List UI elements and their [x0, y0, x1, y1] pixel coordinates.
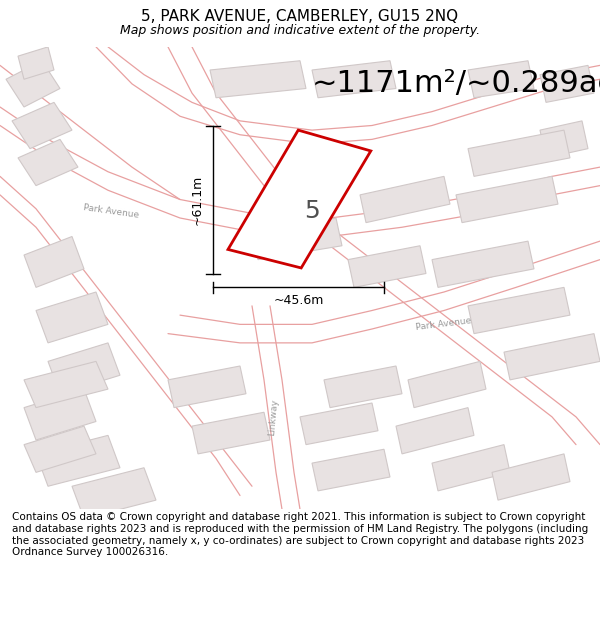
Text: ~61.1m: ~61.1m [191, 174, 204, 224]
Polygon shape [252, 218, 342, 259]
Polygon shape [324, 366, 402, 408]
Text: ~1171m²/~0.289ac.: ~1171m²/~0.289ac. [312, 69, 600, 98]
Polygon shape [192, 412, 270, 454]
Polygon shape [468, 61, 534, 98]
Polygon shape [228, 130, 371, 268]
Polygon shape [408, 361, 486, 408]
Polygon shape [456, 176, 558, 222]
Polygon shape [492, 454, 570, 500]
Text: Map shows position and indicative extent of the property.: Map shows position and indicative extent… [120, 24, 480, 36]
Polygon shape [312, 449, 390, 491]
Polygon shape [348, 246, 426, 288]
Text: Park Avenue: Park Avenue [83, 202, 139, 219]
Text: 5: 5 [304, 199, 320, 223]
Polygon shape [432, 241, 534, 288]
Polygon shape [48, 343, 120, 394]
Polygon shape [24, 426, 96, 472]
Polygon shape [300, 403, 378, 444]
Polygon shape [432, 444, 510, 491]
Polygon shape [360, 176, 450, 222]
Polygon shape [312, 61, 396, 98]
Polygon shape [504, 334, 600, 380]
Polygon shape [6, 61, 60, 107]
Polygon shape [36, 292, 108, 343]
Polygon shape [540, 66, 594, 102]
Text: 5, PARK AVENUE, CAMBERLEY, GU15 2NQ: 5, PARK AVENUE, CAMBERLEY, GU15 2NQ [142, 9, 458, 24]
Polygon shape [72, 468, 156, 519]
Polygon shape [36, 436, 120, 486]
Polygon shape [210, 61, 306, 98]
Text: Contains OS data © Crown copyright and database right 2021. This information is : Contains OS data © Crown copyright and d… [12, 512, 588, 558]
Polygon shape [12, 102, 72, 149]
Text: ~45.6m: ~45.6m [274, 294, 323, 308]
Text: Linkway: Linkway [267, 398, 279, 436]
Polygon shape [18, 139, 78, 186]
Polygon shape [24, 389, 96, 440]
Polygon shape [18, 47, 54, 79]
Polygon shape [468, 130, 570, 176]
Polygon shape [24, 361, 108, 408]
Polygon shape [396, 408, 474, 454]
Polygon shape [540, 121, 588, 158]
Polygon shape [24, 236, 84, 288]
Text: Park Avenue: Park Avenue [416, 316, 472, 332]
Polygon shape [168, 366, 246, 408]
Polygon shape [468, 288, 570, 334]
